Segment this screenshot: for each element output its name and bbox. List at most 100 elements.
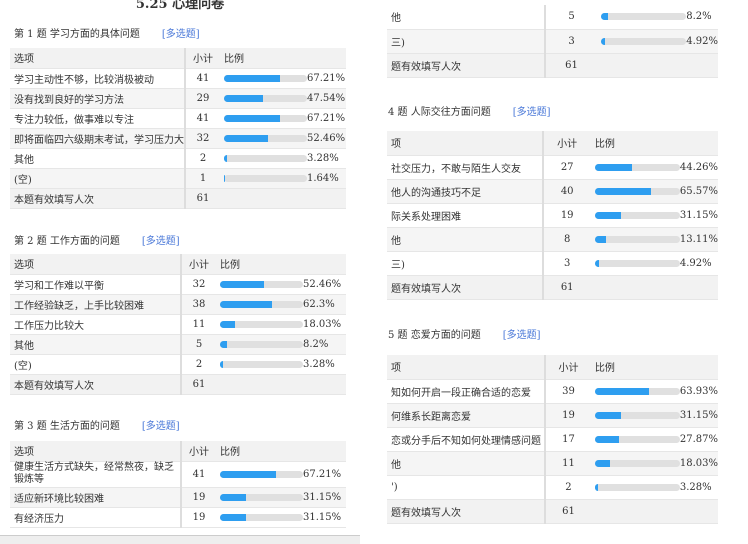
option-label: 学习和工作难以平衡 bbox=[14, 280, 104, 292]
ratio-cell: 3.28% bbox=[591, 475, 718, 499]
total-count: 61 bbox=[544, 499, 591, 523]
ratio-bar-fill bbox=[601, 37, 606, 45]
question-type-tag[interactable]: [多选题] bbox=[512, 107, 551, 118]
ratio-percent: 3.28% bbox=[303, 358, 335, 370]
option-count: 32 bbox=[184, 128, 220, 148]
option-label: 他人的沟通技巧不足 bbox=[391, 187, 481, 199]
ratio-bar bbox=[224, 114, 307, 122]
option-count: 41 bbox=[180, 461, 216, 487]
ratio-bar bbox=[594, 483, 680, 491]
ratio-cell: 31.15% bbox=[216, 487, 346, 507]
ratio-bar-fill bbox=[594, 483, 598, 491]
ratio-cell: 8.2% bbox=[597, 5, 718, 29]
ratio-bar bbox=[220, 340, 303, 348]
question-title-text: 4 题 人际交往方面问题 bbox=[388, 107, 491, 118]
ratio-cell: 67.21% bbox=[216, 461, 346, 487]
ratio-bar bbox=[220, 280, 303, 288]
question-type-tag[interactable]: [多选题] bbox=[161, 29, 200, 40]
ratio-cell: 63.93% bbox=[591, 379, 718, 403]
option-count: 39 bbox=[544, 379, 591, 403]
total-row: 题有效填写人次 61 bbox=[387, 275, 718, 299]
table-header-row: 选项 小计 比例 bbox=[10, 254, 346, 274]
ratio-cell: 4.92% bbox=[597, 29, 718, 53]
ratio-bar-fill bbox=[594, 163, 633, 171]
total-row: 题有效填写人次 61 bbox=[387, 499, 718, 523]
table-row: 适应新环境比较困难 19 31.15% bbox=[10, 487, 346, 507]
ratio-cell: 65.57% bbox=[591, 179, 718, 203]
header-option: 选项 bbox=[14, 447, 34, 459]
ratio-cell: 44.26% bbox=[591, 155, 718, 179]
ratio-bar bbox=[594, 187, 680, 195]
ratio-bar-fill bbox=[224, 134, 268, 142]
ratio-bar-fill bbox=[594, 187, 651, 195]
option-label: (空) bbox=[14, 360, 32, 372]
header-ratio: 比例 bbox=[220, 260, 240, 272]
table-row: (空) 1 1.64% bbox=[10, 168, 346, 188]
ratio-percent: 44.26% bbox=[679, 161, 718, 173]
option-count: 29 bbox=[184, 88, 220, 108]
option-label: 适应新环境比较困难 bbox=[14, 493, 104, 505]
table-row: 有经济压力 19 31.15% bbox=[10, 507, 346, 527]
option-label: 他 bbox=[391, 235, 401, 247]
option-count: 5 bbox=[180, 334, 216, 354]
ratio-bar-fill bbox=[220, 513, 246, 521]
table-row: 知如何开启一段正确合适的恋爱 39 63.93% bbox=[387, 379, 718, 403]
option-count: 2 bbox=[180, 354, 216, 374]
ratio-bar-fill bbox=[224, 114, 280, 122]
results-table: 项 小计 比例 知如何开启一段正确合适的恋爱 39 63.93% 何维系长距离恋爱 19 31.… bbox=[387, 355, 718, 524]
question-title: 4 题 人际交往方面问题 [多选题] bbox=[388, 103, 551, 118]
table-row: 他 5 8.2% bbox=[387, 5, 718, 29]
option-label: 恋或分手后不知如何处理情感问题 bbox=[391, 435, 541, 447]
ratio-bar bbox=[594, 259, 680, 267]
ratio-bar-fill bbox=[224, 174, 226, 182]
ratio-percent: 52.46% bbox=[307, 132, 346, 144]
option-label: 其他 bbox=[14, 154, 34, 166]
ratio-percent: 62.3% bbox=[303, 298, 335, 310]
option-count: 41 bbox=[184, 68, 220, 88]
total-count: 61 bbox=[541, 275, 591, 299]
ratio-percent: 3.28% bbox=[679, 481, 712, 493]
results-table: 他 5 8.2% 三) 3 4.92% 题有效填写人次 61 bbox=[387, 5, 718, 78]
ratio-bar bbox=[220, 513, 303, 521]
option-count: 3 bbox=[541, 251, 591, 275]
table-row: 专注力较低，做事难以专注 41 67.21% bbox=[10, 108, 346, 128]
right-page: 他 5 8.2% 三) 3 4.92% 题有效填写人次 61 4 题 人际交往方面问题 [多选题]… bbox=[380, 0, 725, 543]
ratio-bar-fill bbox=[594, 459, 611, 467]
header-count: 小计 bbox=[180, 441, 216, 461]
header-option: 项 bbox=[391, 363, 401, 375]
option-label: 专注力较低，做事难以专注 bbox=[14, 114, 134, 126]
ratio-bar bbox=[224, 174, 307, 182]
table-header-row: 选项 小计 比例 bbox=[10, 441, 346, 461]
ratio-percent: 67.21% bbox=[307, 72, 346, 84]
ratio-percent: 31.15% bbox=[679, 409, 718, 421]
ratio-percent: 18.03% bbox=[679, 457, 718, 469]
results-table: 项 小计 比例 社交压力，不敢与陌生人交友 27 44.26% 他人的沟通技巧不足 40 65.… bbox=[387, 131, 718, 300]
total-label: 题有效填写人次 bbox=[391, 283, 461, 295]
total-empty bbox=[591, 275, 718, 299]
total-count: 61 bbox=[543, 53, 598, 77]
total-row: 本题有效填写人次 61 bbox=[10, 188, 346, 208]
ratio-cell: 31.15% bbox=[591, 203, 718, 227]
table-row: 他 11 18.03% bbox=[387, 451, 718, 475]
ratio-percent: 47.54% bbox=[307, 92, 346, 104]
ratio-bar-fill bbox=[224, 154, 227, 162]
ratio-cell: 3.28% bbox=[220, 148, 346, 168]
option-label: (空) bbox=[14, 174, 32, 186]
header-count: 小计 bbox=[541, 131, 591, 155]
option-count: 11 bbox=[180, 314, 216, 334]
question-title: 第 2 题 工作方面的问题 [多选题] bbox=[14, 232, 180, 247]
ratio-cell: 8.2% bbox=[216, 334, 346, 354]
ratio-percent: 1.64% bbox=[307, 172, 339, 184]
table-row: 学习和工作难以平衡 32 52.46% bbox=[10, 274, 346, 294]
option-label: 健康生活方式缺失，经常熬夜，缺乏锻炼等 bbox=[14, 462, 174, 485]
question-type-tag[interactable]: [多选题] bbox=[141, 421, 180, 432]
total-empty bbox=[591, 499, 718, 523]
header-option: 选项 bbox=[14, 54, 34, 66]
results-table: 选项 小计 比例 学习和工作难以平衡 32 52.46% 工作经验缺乏，上手比较困难 38 62… bbox=[10, 254, 346, 395]
option-count: 41 bbox=[184, 108, 220, 128]
ratio-bar-fill bbox=[601, 13, 609, 21]
ratio-bar bbox=[220, 470, 303, 478]
question-type-tag[interactable]: [多选题] bbox=[502, 330, 541, 341]
option-count: 17 bbox=[544, 427, 591, 451]
question-type-tag[interactable]: [多选题] bbox=[141, 236, 180, 247]
